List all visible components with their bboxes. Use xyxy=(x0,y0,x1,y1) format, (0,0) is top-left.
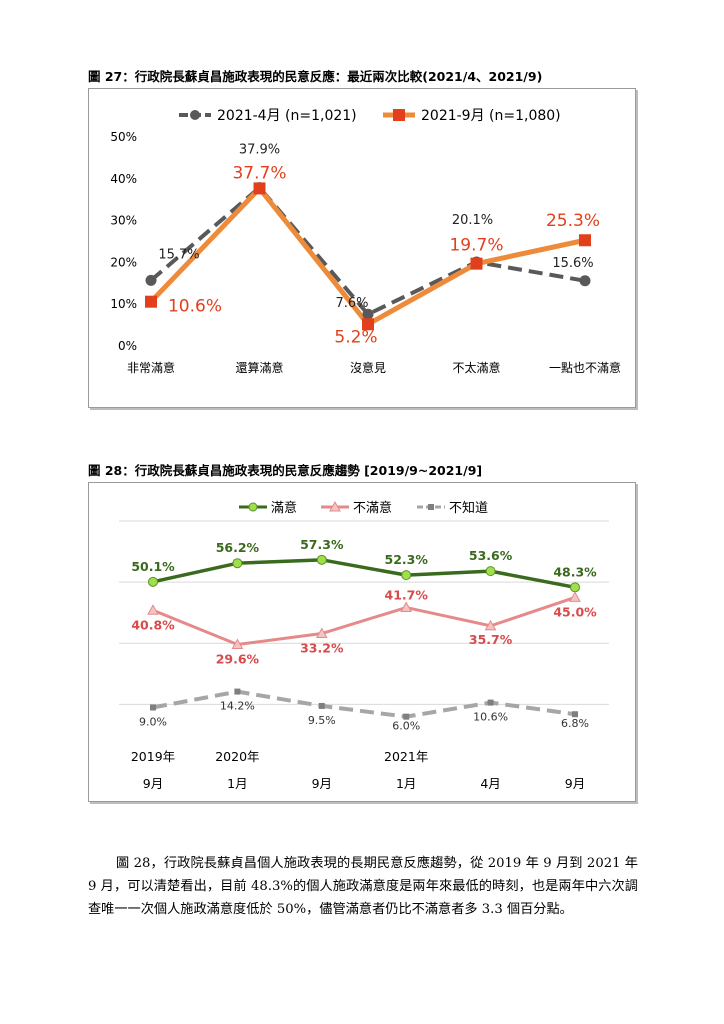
data-label-dissatisfied: 35.7% xyxy=(469,632,513,647)
x-tick-month: 9月 xyxy=(143,776,163,791)
y-tick-label: 20% xyxy=(110,255,137,269)
figure-27-svg: 0% 10% 20% 30% 40% 50% 非常滿意 還算滿意 沒意見 不太滿意 一點也不滿意 15… xyxy=(110,108,621,375)
x-tick-year: 2020年 xyxy=(215,749,259,764)
data-label-2021-04: 7.6% xyxy=(335,296,368,311)
data-label-dissatisfied: 41.7% xyxy=(385,588,429,603)
legend-marker-2021-09 xyxy=(393,109,405,121)
series-point-dissatisfied xyxy=(484,619,497,631)
data-label-dissatisfied: 45.0% xyxy=(553,604,597,619)
data-label-unknown: 9.0% xyxy=(139,715,167,728)
data-label-2021-09: 37.7% xyxy=(232,163,286,183)
series-point-2021-04 xyxy=(579,275,591,287)
series-point-satisfied xyxy=(316,554,327,565)
legend-label-dissatisfied: 不滿意 xyxy=(353,500,392,516)
series-point-dissatisfied xyxy=(231,638,244,650)
series-line-2021-04 xyxy=(149,184,586,317)
data-label-dissatisfied: 29.6% xyxy=(216,652,260,667)
figure-27-title: 圖 27：行政院長蘇貞昌施政表現的民意反應：最近兩次比較(2021/4、2021… xyxy=(88,69,543,84)
data-label-satisfied: 56.2% xyxy=(216,540,260,555)
series-point-unknown xyxy=(572,711,578,718)
data-label-dissatisfied: 33.2% xyxy=(300,641,344,656)
data-label-satisfied: 57.3% xyxy=(300,537,344,552)
series-point-satisfied xyxy=(485,566,496,577)
legend-label-satisfied: 滿意 xyxy=(271,500,297,516)
legend-label-2021-04: 2021-4月 (n=1,021) xyxy=(217,108,357,124)
data-label-dissatisfied: 40.8% xyxy=(131,617,175,632)
legend-label-2021-09: 2021-9月 (n=1,080) xyxy=(421,108,561,124)
data-label-2021-09: 5.2% xyxy=(334,327,377,347)
data-label-unknown: 14.2% xyxy=(220,700,255,713)
y-tick-label: 30% xyxy=(110,214,137,228)
series-point-unknown xyxy=(487,699,494,706)
y-tick-label: 10% xyxy=(110,297,137,311)
legend-marker-dissatisfied xyxy=(329,500,341,512)
data-label-2021-04: 37.9% xyxy=(239,143,280,158)
series-point-satisfied xyxy=(401,570,412,581)
x-tick-month: 1月 xyxy=(396,776,416,791)
series-point-dissatisfied xyxy=(315,627,328,639)
legend-marker-satisfied xyxy=(248,502,258,512)
y-tick-label: 50% xyxy=(110,130,137,144)
series-point-2021-09 xyxy=(579,234,591,247)
legend-label-unknown: 不知道 xyxy=(449,500,488,516)
data-label-satisfied: 52.3% xyxy=(385,552,429,567)
figure-27-chart: 0% 10% 20% 30% 40% 50% 非常滿意 還算滿意 沒意見 不太滿意 一點也不滿意 15… xyxy=(88,88,636,408)
series-point-satisfied xyxy=(148,576,158,587)
series-point-2021-09 xyxy=(145,295,157,308)
series-point-dissatisfied xyxy=(147,604,159,615)
x-tick-month: 1月 xyxy=(227,776,247,791)
data-label-satisfied: 53.6% xyxy=(469,548,513,563)
legend-marker-unknown xyxy=(428,504,434,510)
series-point-dissatisfied xyxy=(400,601,413,613)
data-label-2021-04: 15.6% xyxy=(552,256,593,271)
figure-28-chart: 2019年 2020年 2021年 9月 1月 9月 1月 4月 9月 50.1% 56.2% 57.… xyxy=(88,482,636,802)
data-label-unknown: 6.0% xyxy=(392,720,420,733)
x-tick-label: 還算滿意 xyxy=(235,360,283,375)
data-label-satisfied: 50.1% xyxy=(131,559,175,574)
data-label-unknown: 6.8% xyxy=(561,717,589,730)
series-point-2021-04 xyxy=(362,308,374,320)
figure-28-svg: 2019年 2020年 2021年 9月 1月 9月 1月 4月 9月 50.1% 56.2% 57.… xyxy=(119,500,609,791)
data-label-unknown: 9.5% xyxy=(308,714,336,727)
y-tick-label: 0% xyxy=(118,339,137,353)
legend-marker-2021-04 xyxy=(190,110,200,120)
y-tick-label: 40% xyxy=(110,172,137,186)
data-label-2021-09: 10.6% xyxy=(168,297,222,317)
series-point-unknown xyxy=(234,688,241,695)
series-point-unknown xyxy=(318,702,325,709)
data-label-2021-04: 20.1% xyxy=(452,213,493,228)
series-point-unknown xyxy=(150,704,156,711)
series-point-satisfied xyxy=(570,582,580,593)
series-point-dissatisfied xyxy=(569,591,581,602)
x-tick-label: 一點也不滿意 xyxy=(549,360,621,375)
x-tick-year: 2019年 xyxy=(131,749,175,764)
data-label-2021-09: 25.3% xyxy=(546,211,600,231)
data-label-satisfied: 48.3% xyxy=(553,564,597,579)
figure-28-title: 圖 28：行政院長蘇貞昌施政表現的民意反應趨勢 [2019/9~2021/9] xyxy=(88,463,483,478)
series-point-unknown xyxy=(403,713,410,720)
series-point-2021-09 xyxy=(253,182,266,195)
x-tick-label: 沒意見 xyxy=(350,360,386,375)
data-label-2021-09: 19.7% xyxy=(449,236,503,256)
series-point-2021-09 xyxy=(362,318,374,331)
series-point-2021-09 xyxy=(470,257,483,270)
x-tick-month: 4月 xyxy=(480,776,500,791)
x-tick-label: 非常滿意 xyxy=(127,360,175,375)
series-line-unknown xyxy=(152,689,576,719)
analysis-text: 圖 28，行政院長蘇貞昌個人施政表現的長期民意反應趨勢，從 2019 年 9 月… xyxy=(88,856,638,917)
data-label-unknown: 10.6% xyxy=(473,711,508,724)
series-point-2021-04 xyxy=(145,274,157,286)
analysis-paragraph: 圖 28，行政院長蘇貞昌個人施政表現的長期民意反應趨勢，從 2019 年 9 月… xyxy=(88,852,638,921)
x-tick-month: 9月 xyxy=(565,776,585,791)
series-line-satisfied xyxy=(152,558,576,590)
series-line-dissatisfied xyxy=(152,596,576,647)
x-tick-label: 不太滿意 xyxy=(452,360,500,375)
x-tick-year: 2021年 xyxy=(384,749,428,764)
data-label-2021-04: 15.7% xyxy=(158,247,199,262)
x-tick-month: 9月 xyxy=(312,776,332,791)
series-point-satisfied xyxy=(232,558,243,569)
